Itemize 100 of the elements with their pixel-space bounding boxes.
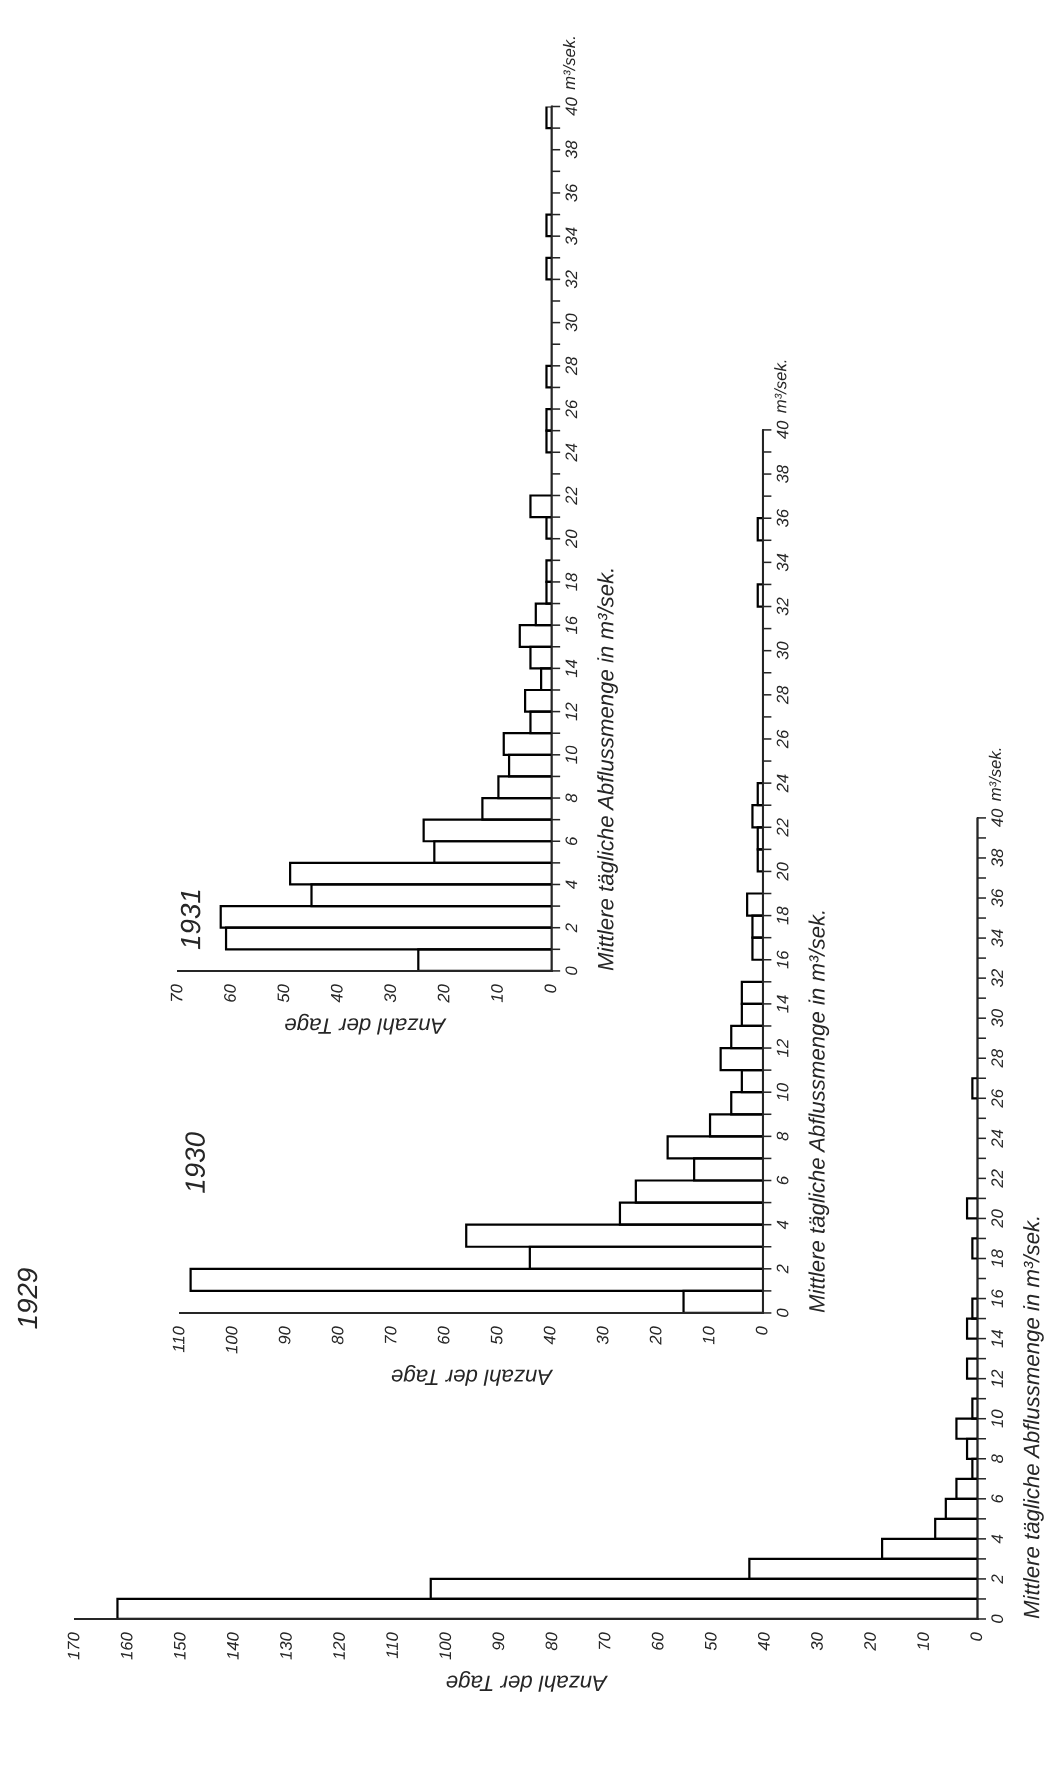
x-tick-label: 50: [490, 1326, 503, 1345]
x-tick-label: 90: [278, 1326, 291, 1345]
y-tick-label: 14: [565, 659, 578, 678]
y-tick-label: 8: [776, 1131, 789, 1141]
y-tick-label: 18: [991, 1249, 1004, 1268]
y-tick-label: 12: [776, 1039, 789, 1057]
x-tick-label: 0: [755, 1326, 768, 1335]
x-tick-label: 100: [439, 1632, 452, 1660]
x-tick-label: 140: [226, 1632, 239, 1660]
y-tick-label: 4: [565, 880, 578, 890]
text: m³/sek.: [774, 360, 787, 413]
y-tick-label: 26: [776, 729, 789, 749]
y-tick-label: 10: [991, 1409, 1004, 1428]
x-tick-label: 80: [331, 1326, 344, 1345]
y-tick-label: 22: [991, 1169, 1003, 1188]
x-tick-label: 70: [598, 1632, 611, 1649]
x-tick-label: 80: [545, 1632, 558, 1651]
y-tick-label: 14: [776, 995, 789, 1013]
y-tick-label: 12: [565, 702, 578, 721]
y-tick-label: 40: [776, 420, 789, 440]
y-tick-label: 6: [565, 836, 578, 845]
x-tick-label: 60: [224, 984, 236, 1002]
y-tick-label: 38: [776, 464, 789, 483]
y-tick-label: 22: [565, 486, 578, 505]
y-tick-label: 6: [991, 1494, 1004, 1503]
y-tick-label: 40: [565, 97, 578, 116]
y-axis-title: Mittlere tägliche Abflussmenge in m³/sek.: [808, 911, 830, 1313]
y-tick-label: 30: [565, 313, 578, 332]
y-tick-label: 26: [565, 399, 578, 419]
x-tick-label: 20: [649, 1326, 662, 1345]
y-tick-label: 34: [565, 227, 578, 246]
x-tick-label: 60: [651, 1632, 664, 1650]
text: 1929: [17, 1268, 38, 1329]
y-tick-label: 24: [776, 774, 789, 793]
y-tick-label: 36: [991, 888, 1004, 907]
x-tick-label: 70: [384, 1326, 397, 1343]
x-tick-label: 70: [170, 984, 183, 1001]
x-tick-label: 0: [544, 984, 557, 993]
y-tick-label: 20: [991, 1209, 1004, 1228]
text: 1930: [185, 1132, 205, 1194]
y-tick-label: 32: [991, 969, 1004, 988]
y-tick-label: 0: [991, 1614, 1004, 1623]
y-tick-label: 8: [991, 1454, 1004, 1463]
y-tick-label: 32: [565, 270, 578, 289]
x-axis-title: Anzahl der Tage: [285, 1013, 447, 1035]
y-tick-label: 12: [991, 1369, 1003, 1388]
x-tick-label: 50: [704, 1632, 717, 1651]
y-tick-label: 36: [565, 183, 578, 202]
y-tick-label: 6: [776, 1175, 789, 1185]
x-tick-label: 110: [172, 1326, 185, 1353]
y-axis-title: Mittlere tägliche Abflussmenge in m³/sek.: [1023, 1217, 1044, 1619]
y-tick-label: 38: [565, 140, 578, 159]
y-tick-label: 18: [565, 572, 578, 591]
y-tick-label: 30: [776, 641, 789, 660]
y-tick-label: 24: [565, 443, 578, 462]
x-tick-label: 30: [384, 984, 397, 1003]
x-tick-label: 60: [437, 1326, 450, 1344]
y-tick-label: 2: [565, 923, 578, 933]
y-tick-label: 34: [776, 553, 789, 572]
y-tick-label: 16: [991, 1289, 1004, 1308]
y-tick-label: 4: [991, 1534, 1003, 1544]
x-tick-label: 10: [491, 984, 503, 1003]
x-tick-label: 120: [333, 1632, 345, 1660]
text: m³/sek.: [562, 37, 576, 90]
x-tick-label: 40: [757, 1632, 770, 1651]
y-tick-label: 22: [776, 818, 789, 837]
y-tick-label: 36: [776, 508, 789, 528]
x-tick-label: 50: [277, 984, 290, 1003]
x-tick-label: 0: [970, 1632, 983, 1641]
y-tick-label: 10: [776, 1083, 789, 1102]
y-tick-label: 8: [565, 793, 578, 803]
x-axis-title: Anzahl der Tage: [446, 1671, 608, 1692]
y-tick-label: 28: [565, 356, 578, 376]
y-tick-label: 0: [776, 1308, 789, 1317]
x-tick-label: 40: [543, 1326, 556, 1345]
x-tick-label: 30: [596, 1326, 609, 1345]
x-tick-label: 160: [120, 1632, 133, 1660]
y-tick-label: 40: [991, 808, 1004, 828]
x-tick-label: 10: [702, 1326, 715, 1345]
y-tick-label: 10: [565, 745, 578, 764]
x-tick-label: 170: [67, 1632, 80, 1660]
x-tick-label: 10: [917, 1632, 930, 1651]
x-tick-label: 110: [386, 1632, 399, 1659]
x-tick-label: 150: [173, 1632, 186, 1660]
y-tick-label: 28: [776, 685, 789, 705]
y-tick-label: 2: [776, 1264, 789, 1274]
y-tick-label: 28: [991, 1049, 1004, 1068]
x-tick-label: 30: [811, 1632, 823, 1651]
x-axis-title: Anzahl der Tage: [391, 1365, 554, 1386]
text: 1931: [180, 890, 201, 950]
y-tick-label: 2: [991, 1574, 1003, 1584]
x-tick-label: 90: [492, 1632, 505, 1651]
y-tick-label: 16: [565, 615, 578, 634]
text: m³/sek.: [988, 748, 1002, 801]
y-tick-label: 38: [991, 848, 1004, 867]
y-tick-label: 0: [565, 966, 578, 975]
y-tick-label: 20: [776, 862, 789, 881]
y-tick-label: 18: [776, 906, 789, 925]
x-tick-label: 20: [864, 1632, 876, 1651]
y-tick-label: 30: [991, 1009, 1004, 1028]
